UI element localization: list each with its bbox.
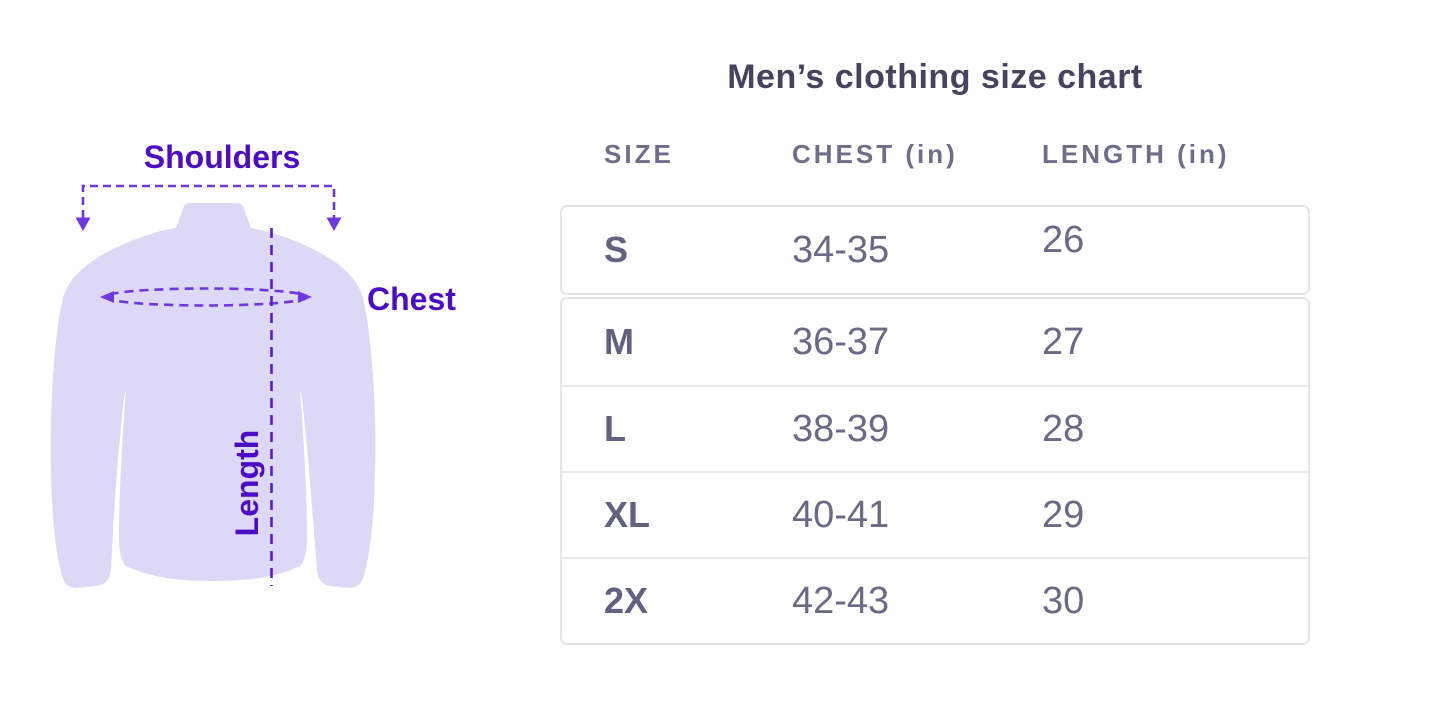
size-cell: 2X — [604, 580, 649, 621]
shoulders-measure-line — [81, 184, 336, 218]
length-cell: 30 — [1042, 579, 1085, 622]
shoulders-arrow-right-icon — [326, 217, 342, 231]
shirt-graphic — [50, 203, 376, 588]
shoulders-arrow-left-icon — [75, 217, 91, 231]
chest-arrow-right-icon — [298, 291, 312, 303]
length-cell: 26 — [1042, 218, 1085, 261]
length-label: Length — [229, 430, 265, 537]
table-box-sizes-m-2x: M 36-37 27 L 38-39 28 XL 40-41 29 2X 42-… — [560, 297, 1310, 645]
length-cell: 28 — [1042, 407, 1085, 450]
table-row: XL 40-41 29 — [562, 471, 1308, 557]
length-cell: 29 — [1042, 493, 1085, 536]
chest-label: Chest — [367, 281, 456, 317]
chest-cell: 36-37 — [792, 320, 890, 363]
chest-arrow-left-icon — [100, 291, 114, 303]
column-header-length: LENGTH (in) — [1042, 139, 1230, 169]
table-box-size-s: S 34-35 26 — [560, 205, 1310, 295]
shirt-illustration: Shoulders Chest Length — [50, 139, 456, 588]
page-title: Men’s clothing size chart — [727, 58, 1143, 96]
column-header-size: SIZE — [604, 139, 674, 169]
chest-cell: 34-35 — [792, 228, 890, 271]
chest-cell: 40-41 — [792, 493, 890, 536]
table-row: M 36-37 27 — [562, 299, 1308, 385]
length-cell: 27 — [1042, 320, 1085, 363]
size-cell: L — [604, 408, 626, 449]
chest-cell: 38-39 — [792, 407, 890, 450]
shoulders-label: Shoulders — [144, 139, 300, 175]
size-cell: XL — [604, 494, 651, 535]
chest-cell: 42-43 — [792, 579, 890, 622]
table-row: 2X 42-43 30 — [562, 557, 1308, 643]
column-header-chest: CHEST (in) — [792, 139, 958, 169]
table-header-row: SIZE CHEST (in) LENGTH (in) — [560, 139, 1310, 170]
size-cell: S — [604, 229, 629, 270]
size-cell: M — [604, 321, 634, 362]
table-row: S 34-35 26 — [562, 207, 1308, 293]
table-row: L 38-39 28 — [562, 385, 1308, 471]
